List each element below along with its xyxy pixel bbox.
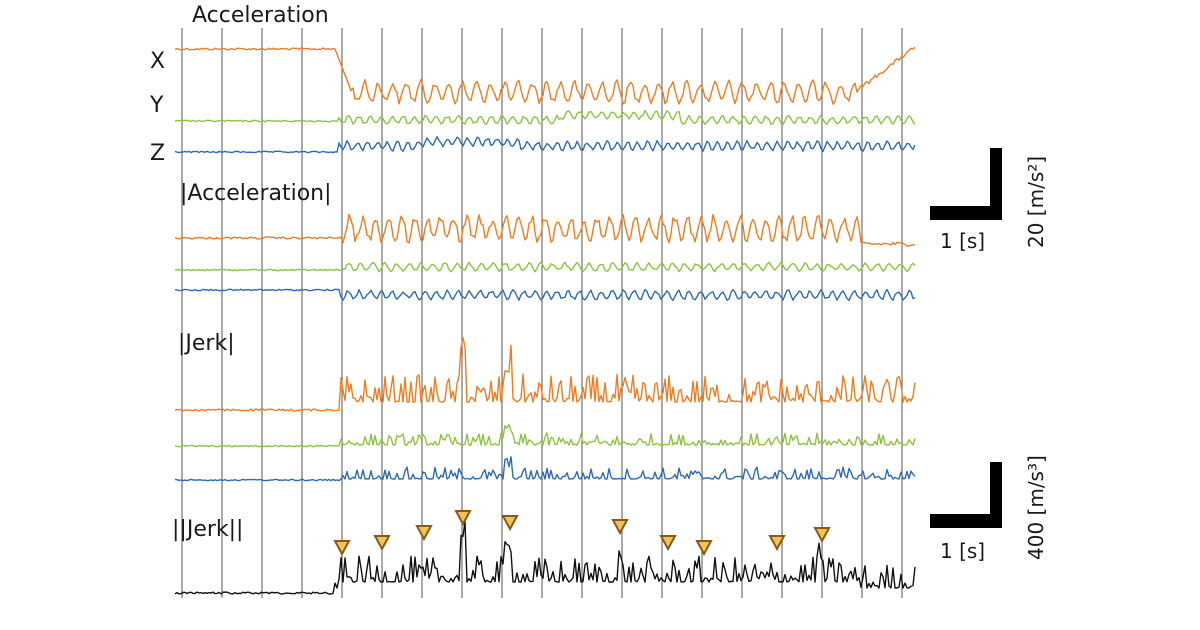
time-gridlines bbox=[181, 28, 903, 598]
scale-bar-horizontal bbox=[930, 206, 1002, 220]
scale-bar-horizontal bbox=[930, 514, 1002, 528]
trace-abs-acceleration-x bbox=[174, 213, 916, 247]
panel-title-acceleration: Acceleration bbox=[192, 3, 329, 28]
scale-time-label: 1 [s] bbox=[940, 229, 985, 253]
trace-jerk-norm bbox=[174, 520, 916, 595]
trace-abs-jerk-z bbox=[174, 456, 916, 482]
event-marker-7 bbox=[659, 535, 677, 552]
series-label-y: Y bbox=[149, 93, 164, 118]
event-marker-5 bbox=[501, 515, 519, 532]
event-marker-10 bbox=[813, 527, 831, 544]
trace-acceleration-z bbox=[174, 136, 916, 154]
trace-acceleration-y bbox=[174, 109, 916, 126]
scale-bar-vertical bbox=[990, 462, 1002, 528]
event-marker-9 bbox=[768, 535, 786, 552]
scale-bar-acceleration: 1 [s] 20 [m/s²] bbox=[930, 148, 1048, 253]
event-marker-1 bbox=[333, 540, 351, 557]
event-marker-4 bbox=[454, 510, 472, 527]
trace-abs-jerk-x bbox=[174, 337, 916, 412]
panel-title-jerk-norm: ||Jerk|| bbox=[172, 517, 243, 542]
series-label-z: Z bbox=[150, 141, 165, 166]
scale-time-label: 1 [s] bbox=[940, 539, 985, 563]
event-marker-3 bbox=[415, 525, 433, 542]
panel-title-abs-acceleration: |Acceleration| bbox=[180, 181, 332, 206]
event-marker-2 bbox=[373, 535, 391, 552]
event-marker-6 bbox=[611, 519, 629, 536]
event-markers bbox=[333, 510, 831, 557]
trace-abs-jerk-y bbox=[174, 423, 916, 448]
trace-acceleration-x bbox=[174, 46, 916, 105]
trace-abs-acceleration-z bbox=[174, 288, 916, 302]
panel-title-abs-jerk: |Jerk| bbox=[178, 331, 235, 356]
scale-bar-vertical bbox=[990, 148, 1002, 220]
scale-value-label: 400 [m/s³] bbox=[1024, 455, 1048, 560]
scale-value-label: 20 [m/s²] bbox=[1024, 156, 1048, 248]
scale-bar-jerk: 1 [s] 400 [m/s³] bbox=[930, 455, 1048, 563]
series-label-x: X bbox=[150, 49, 165, 74]
event-marker-8 bbox=[695, 540, 713, 557]
signal-traces bbox=[174, 46, 916, 595]
trace-abs-acceleration-y bbox=[174, 261, 916, 273]
